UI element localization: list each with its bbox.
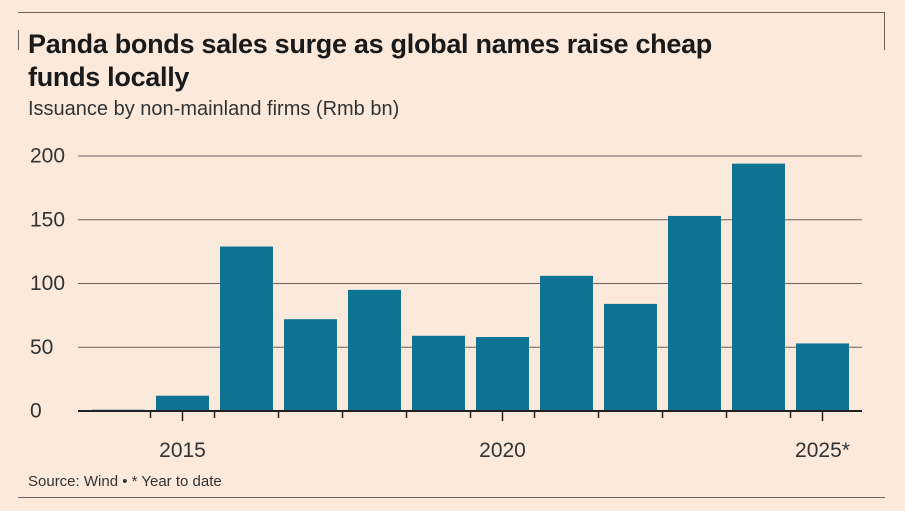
y-tick-label: 150 [30,208,65,231]
bar-2016 [220,246,273,411]
bar-2017 [284,319,337,411]
bar-2025 [796,343,849,411]
bar-2015 [156,395,209,411]
bar-2022 [604,303,657,411]
y-tick-label: 50 [30,336,53,359]
x-tick-label: 2025* [795,439,850,462]
chart-title: Panda bonds sales surge as global names … [28,29,712,92]
left-corner-rule [18,30,19,50]
bars [92,163,849,411]
bottom-rule [18,497,885,498]
bar-2019 [412,335,465,411]
bar-2020 [476,337,529,411]
x-tick-label: 2015 [159,439,206,462]
source-note: Source: Wind • * Year to date [28,473,222,490]
x-tick-label: 2020 [479,439,526,462]
gridlines: 0 50 100 150 200 [30,145,862,423]
right-corner-rule [884,12,885,50]
bar-chart: 0 50 100 150 200 2015 2020 2025* [30,145,862,462]
x-axis: 2015 2020 2025* [78,410,862,462]
y-tick-label: 200 [30,145,65,168]
y-tick-label: 0 [30,400,42,423]
bar-2018 [348,289,401,411]
y-tick-label: 100 [30,272,65,295]
bar-2023 [668,215,721,411]
top-rule [18,12,885,13]
bar-2021 [540,275,593,411]
chart-subtitle: Issuance by non-mainland firms (Rmb bn) [28,98,400,120]
bar-2024 [732,163,785,411]
